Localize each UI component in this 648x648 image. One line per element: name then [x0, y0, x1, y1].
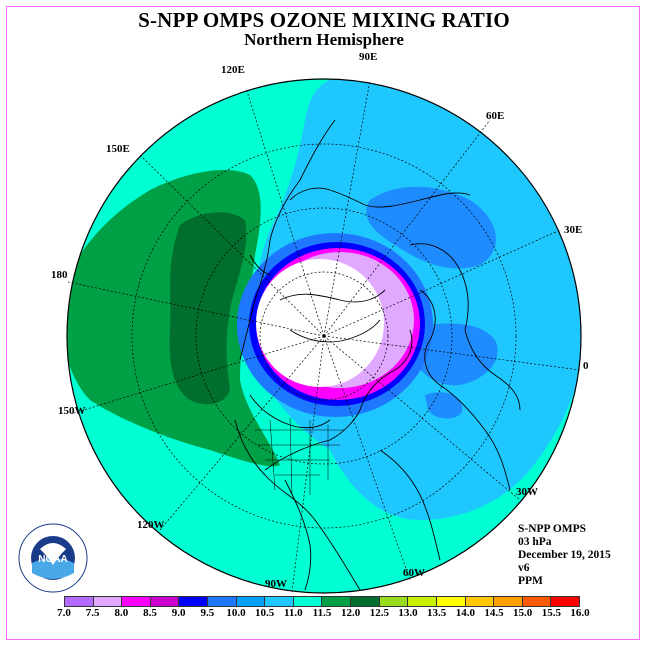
colorbar-tick-label: 13.5	[427, 607, 447, 619]
colorbar-cell	[65, 597, 93, 606]
colorbar-tick-label: 14.0	[455, 607, 475, 619]
noaa-logo: NOAA	[18, 523, 88, 593]
colorbar	[64, 596, 580, 607]
info-units: PPM	[518, 575, 543, 587]
colorbar-cell	[149, 597, 179, 606]
colorbar-tick-label: 7.0	[57, 607, 71, 619]
colorbar-cell	[178, 597, 208, 606]
colorbar-cell	[464, 597, 494, 606]
info-instrument: S-NPP OMPS	[518, 523, 587, 535]
lon-label-60w: 60W	[403, 567, 425, 579]
colorbar-cell	[435, 597, 465, 606]
info-version: v6	[518, 562, 530, 574]
state-boundaries	[255, 417, 345, 496]
colorbar-tick-label: 10.5	[255, 607, 275, 619]
page-frame	[6, 6, 640, 640]
colorbar-ticks: 7.0 7.5 8.0 8.5 9.0 9.5 10.0 10.5 11.0 11.5 12.0 12…	[0, 607, 648, 623]
colorbar-tick-label: 12.0	[341, 607, 361, 619]
colorbar-tick-label: 11.5	[312, 607, 332, 619]
lon-label-150e: 150E	[106, 143, 130, 155]
lon-label-150w: 150W	[58, 405, 86, 417]
field-11-5-12	[169, 212, 247, 405]
colorbar-cell	[350, 597, 379, 606]
lon-label-180: 180	[51, 269, 68, 281]
lon-label-30w: 30W	[516, 486, 538, 498]
colorbar-tick-label: 15.0	[513, 607, 533, 619]
colorbar-tick-label: 15.5	[541, 607, 561, 619]
colorbar-tick-label: 8.0	[114, 607, 129, 619]
lon-label-30e: 30E	[564, 224, 583, 236]
colorbar-cell	[121, 597, 150, 606]
lon-label-90w: 90W	[265, 578, 287, 590]
graticule	[67, 79, 581, 593]
colorbar-cell	[321, 597, 351, 606]
colorbar-cell	[292, 597, 322, 606]
lon-label-60e: 60E	[486, 110, 505, 122]
colorbar-tick-label: 12.5	[369, 607, 389, 619]
map-subtitle: Northern Hemisphere	[244, 30, 404, 49]
colorbar-tick-label: 11.0	[284, 607, 303, 619]
lon-label-120w: 120W	[137, 519, 165, 531]
colorbar-cell	[92, 597, 122, 606]
lon-label-0: 0	[583, 360, 589, 372]
field-9-5-10-c	[425, 392, 463, 419]
colorbar-cell	[235, 597, 265, 606]
colorbar-tick-label: 14.5	[484, 607, 504, 619]
colorbar-tick-label: 9.0	[171, 607, 186, 619]
noaa-logo-text: NOAA	[38, 554, 67, 565]
colorbar-tick-label: 7.5	[85, 607, 100, 619]
info-date: December 19, 2015	[518, 549, 611, 561]
map-outline	[66, 78, 582, 594]
info-block: S-NPP OMPS 03 hPa December 19, 2015 v6 P…	[518, 523, 611, 588]
map-title: S-NPP OMPS OZONE MIXING RATIO	[138, 8, 510, 32]
field-9-5-10-b	[410, 323, 498, 386]
colorbar-cell	[378, 597, 408, 606]
colorbar-cell	[493, 597, 522, 606]
colorbar-cell	[407, 597, 436, 606]
field-9-5-10-a	[366, 186, 497, 269]
colorbar-tick-label: 8.5	[143, 607, 157, 619]
colorbar-cell	[207, 597, 236, 606]
colorbar-cell	[521, 597, 551, 606]
colorbar-cell	[550, 597, 579, 606]
colorbar-cell	[264, 597, 293, 606]
colorbar-tick-label: 9.5	[200, 607, 215, 619]
colorbar-tick-label: 13.0	[398, 607, 418, 619]
colorbar-tick-label: 10.0	[226, 607, 246, 619]
lon-label-120e: 120E	[221, 64, 245, 76]
lon-label-90e: 90E	[359, 51, 378, 63]
colorbar-tick-label: 16.0	[570, 607, 590, 619]
info-level: 03 hPa	[518, 536, 552, 548]
